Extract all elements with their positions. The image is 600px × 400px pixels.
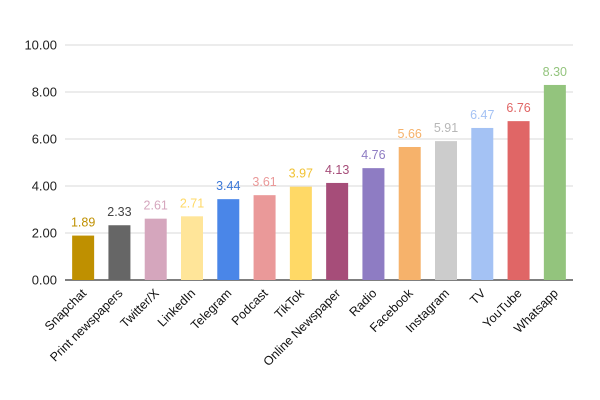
bar-snapchat [72, 236, 94, 280]
value-label: 4.13 [325, 163, 349, 177]
value-label: 1.89 [71, 216, 95, 230]
bar-tv [471, 128, 493, 280]
gridlines [65, 45, 573, 280]
bar-facebook [399, 147, 421, 280]
y-tick-label: 10.00 [24, 38, 57, 53]
bar-twitter-x [145, 219, 167, 280]
value-label: 5.66 [398, 127, 422, 141]
bar-chart: 0.00 2.00 4.00 6.00 8.00 10.00 1.89 2.33 2.61 2.… [0, 0, 600, 400]
bar-linkedin [181, 216, 203, 280]
value-label: 6.47 [470, 108, 494, 122]
value-label: 5.91 [434, 121, 458, 135]
category-label: Podcast [229, 286, 271, 328]
category-label: Twitter/X [118, 286, 163, 331]
value-label: 4.76 [361, 148, 385, 162]
bar-telegram [217, 199, 239, 280]
category-label: TV [467, 286, 489, 308]
y-tick-label: 0.00 [32, 273, 57, 288]
category-label: TikTok [272, 286, 308, 322]
value-label: 3.44 [216, 179, 240, 193]
value-label: 2.71 [180, 196, 204, 210]
value-label: 3.61 [252, 175, 276, 189]
value-label: 2.61 [144, 199, 168, 213]
y-tick-label: 8.00 [32, 85, 57, 100]
bar-tiktok [290, 187, 312, 280]
bar-instagram [435, 141, 457, 280]
bar-print-newspapers [108, 225, 130, 280]
bar-online-newspaper [326, 183, 348, 280]
bar-youtube [508, 121, 530, 280]
y-tick-label: 2.00 [32, 226, 57, 241]
value-label: 6.76 [506, 101, 530, 115]
bar-whatsapp [544, 85, 566, 280]
category-label: Radio [347, 286, 380, 319]
bar-radio [362, 168, 384, 280]
value-label: 8.30 [543, 65, 567, 79]
value-label: 3.97 [289, 167, 313, 181]
bar-podcast [254, 195, 276, 280]
y-tick-label: 6.00 [32, 132, 57, 147]
y-tick-label: 4.00 [32, 179, 57, 194]
y-axis-tick-labels: 0.00 2.00 4.00 6.00 8.00 10.00 [24, 38, 57, 288]
value-label: 2.33 [107, 205, 131, 219]
